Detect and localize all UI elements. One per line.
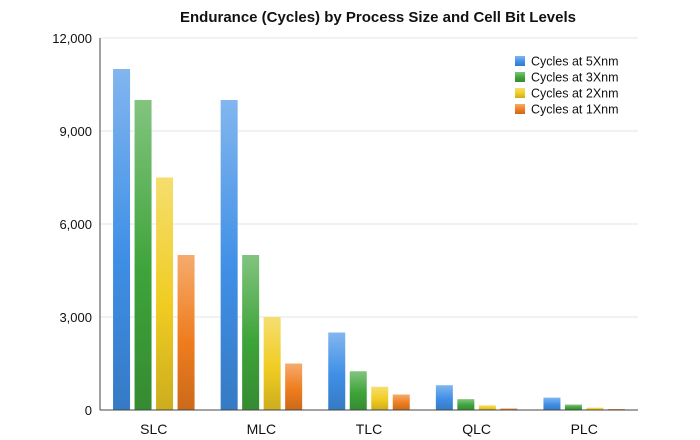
category-label-qlc: QLC [462, 421, 491, 437]
bar-mlc-series-4 [285, 363, 303, 410]
y-tick-label: 6,000 [59, 217, 92, 232]
legend-label: Cycles at 2Xnm [531, 87, 619, 101]
y-tick-label: 12,000 [52, 31, 92, 46]
category-label-mlc: MLC [247, 421, 277, 437]
bar-slc-series-3 [156, 177, 174, 410]
bar-plc-series-2 [564, 404, 582, 410]
grid-lines [100, 37, 638, 318]
category-label-plc: PLC [571, 421, 598, 437]
bar-mlc-series-3 [263, 317, 281, 410]
legend: Cycles at 5Xnm Cycles at 3Xnm Cycles at 2X… [515, 55, 619, 117]
category-labels: SLC MLC TLC QLC PLC [140, 421, 598, 437]
bar-tlc-series-4 [392, 394, 410, 410]
bar-tlc-series-1 [328, 332, 346, 410]
bar-qlc-series-4 [500, 408, 518, 410]
legend-swatch [515, 88, 525, 98]
category-label-tlc: TLC [356, 421, 382, 437]
bar-qlc-series-1 [435, 385, 453, 410]
category-label-slc: SLC [140, 421, 167, 437]
y-tick-label: 3,000 [59, 310, 92, 325]
y-tick-label: 9,000 [59, 124, 92, 139]
legend-swatch [515, 72, 525, 82]
bar-qlc-series-2 [457, 399, 475, 410]
legend-swatch [515, 104, 525, 114]
bar-tlc-series-3 [371, 386, 389, 410]
legend-label: Cycles at 3Xnm [531, 71, 619, 85]
bar-slc-series-4 [177, 255, 195, 410]
bar-slc-series-1 [113, 69, 131, 410]
axes [99, 38, 638, 411]
chart-title: Endurance (Cycles) by Process Size and C… [180, 9, 576, 26]
bar-plc-series-1 [543, 397, 561, 410]
bar-slc-series-2 [134, 100, 152, 410]
bar-qlc-series-3 [478, 405, 496, 410]
bar-mlc-series-2 [242, 255, 260, 410]
y-tick-labels: 0 3,000 6,000 9,000 12,000 [52, 31, 92, 418]
bar-plc-series-3 [586, 407, 604, 410]
legend-label: Cycles at 1Xnm [531, 103, 619, 117]
legend-swatch [515, 56, 525, 66]
legend-label: Cycles at 5Xnm [531, 55, 619, 69]
bar-tlc-series-2 [349, 371, 367, 410]
bars [113, 69, 625, 410]
bar-mlc-series-1 [220, 100, 238, 410]
y-tick-label: 0 [85, 403, 92, 418]
